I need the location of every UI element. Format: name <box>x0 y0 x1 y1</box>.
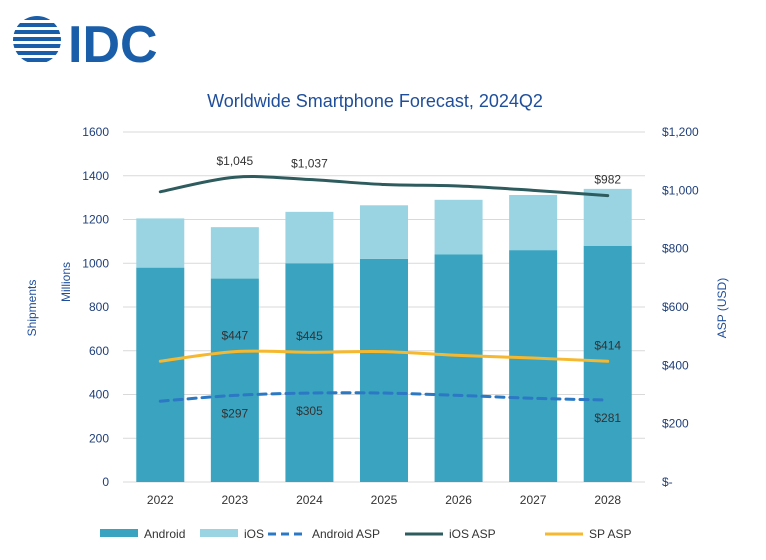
bar-ios <box>583 188 632 246</box>
x-tick-label: 2025 <box>371 493 398 507</box>
x-axis-ticks: 2022 2023 2024 2025 2026 2027 2028 <box>147 493 621 507</box>
data-label-android-asp: $305 <box>296 404 323 418</box>
bar-ios <box>434 199 483 255</box>
legend-label-sp-asp: SP ASP <box>589 527 631 541</box>
bar-ios <box>136 218 185 268</box>
y-tick-label: 200 <box>89 431 109 445</box>
y2-tick-label: $400 <box>662 358 689 372</box>
globe-icon <box>13 16 61 62</box>
data-labels: $1,045 $1,037 $982 $447 $445 $414 $297 $305 $281 <box>217 154 622 425</box>
data-label-ios-asp: $1,037 <box>291 157 328 171</box>
bar-android <box>136 267 185 482</box>
x-tick-label: 2028 <box>594 493 621 507</box>
x-tick-label: 2023 <box>222 493 249 507</box>
legend-label-ios: iOS <box>244 527 264 541</box>
y2-tick-label: $1,200 <box>662 125 699 139</box>
bar-ios <box>210 227 259 279</box>
y-axis-title: Shipments <box>25 280 39 337</box>
line-sp-asp <box>158 349 610 363</box>
x-tick-label: 2024 <box>296 493 323 507</box>
y2-tick-label: $200 <box>662 417 689 431</box>
y-tick-label: 400 <box>89 388 109 402</box>
y2-tick-label: $- <box>662 475 673 489</box>
y2-tick-label: $1,000 <box>662 183 699 197</box>
asp-lines <box>158 175 610 403</box>
bar-android <box>509 250 558 482</box>
logo-text: IDC <box>68 16 158 70</box>
x-tick-label: 2026 <box>445 493 472 507</box>
y2-tick-label: $600 <box>662 300 689 314</box>
y-tick-label: 0 <box>102 475 109 489</box>
y-tick-label: 800 <box>89 300 109 314</box>
y-tick-label: 1000 <box>82 256 109 270</box>
y-axis-units: Millions <box>59 262 73 302</box>
bar-android <box>434 254 483 482</box>
legend-swatch-android <box>100 529 138 537</box>
bar-android <box>583 245 632 482</box>
line-ios-asp <box>158 175 610 198</box>
bar-android <box>360 258 408 482</box>
legend-label-ios-asp: iOS ASP <box>449 527 496 541</box>
legend-label-android-asp: Android ASP <box>312 527 380 541</box>
chart-title: Worldwide Smartphone Forecast, 2024Q2 <box>207 91 543 111</box>
idc-logo: IDC <box>13 16 158 70</box>
data-label-ios-asp: $1,045 <box>217 154 254 168</box>
data-label-sp-asp: $445 <box>296 329 323 343</box>
bar-android <box>210 278 259 482</box>
bars <box>136 188 632 482</box>
y-tick-label: 600 <box>89 344 109 358</box>
bar-ios <box>360 205 408 259</box>
y-tick-label: 1400 <box>82 169 109 183</box>
left-axis-ticks: 0 200 400 600 800 1000 1200 1400 1600 <box>82 125 109 489</box>
right-axis-ticks: $- $200 $400 $600 $800 $1,000 $1,200 <box>662 125 699 489</box>
line-android-asp <box>158 391 610 403</box>
x-tick-label: 2027 <box>520 493 547 507</box>
legend: Android iOS Android ASP iOS ASP SP ASP <box>100 527 631 541</box>
y-tick-label: 1200 <box>82 213 109 227</box>
bar-ios <box>285 211 334 264</box>
y2-axis-title: ASP (USD) <box>715 278 729 338</box>
bar-ios <box>509 195 558 251</box>
data-label-sp-asp: $414 <box>594 338 621 352</box>
data-label-ios-asp: $982 <box>594 173 621 187</box>
data-label-sp-asp: $447 <box>222 329 249 343</box>
legend-swatch-ios <box>200 529 238 537</box>
x-tick-label: 2022 <box>147 493 174 507</box>
legend-label-android: Android <box>144 527 185 541</box>
bar-android <box>285 263 334 482</box>
y2-tick-label: $800 <box>662 242 689 256</box>
data-label-android-asp: $281 <box>594 411 621 425</box>
data-label-android-asp: $297 <box>222 406 249 420</box>
y-tick-label: 1600 <box>82 125 109 139</box>
